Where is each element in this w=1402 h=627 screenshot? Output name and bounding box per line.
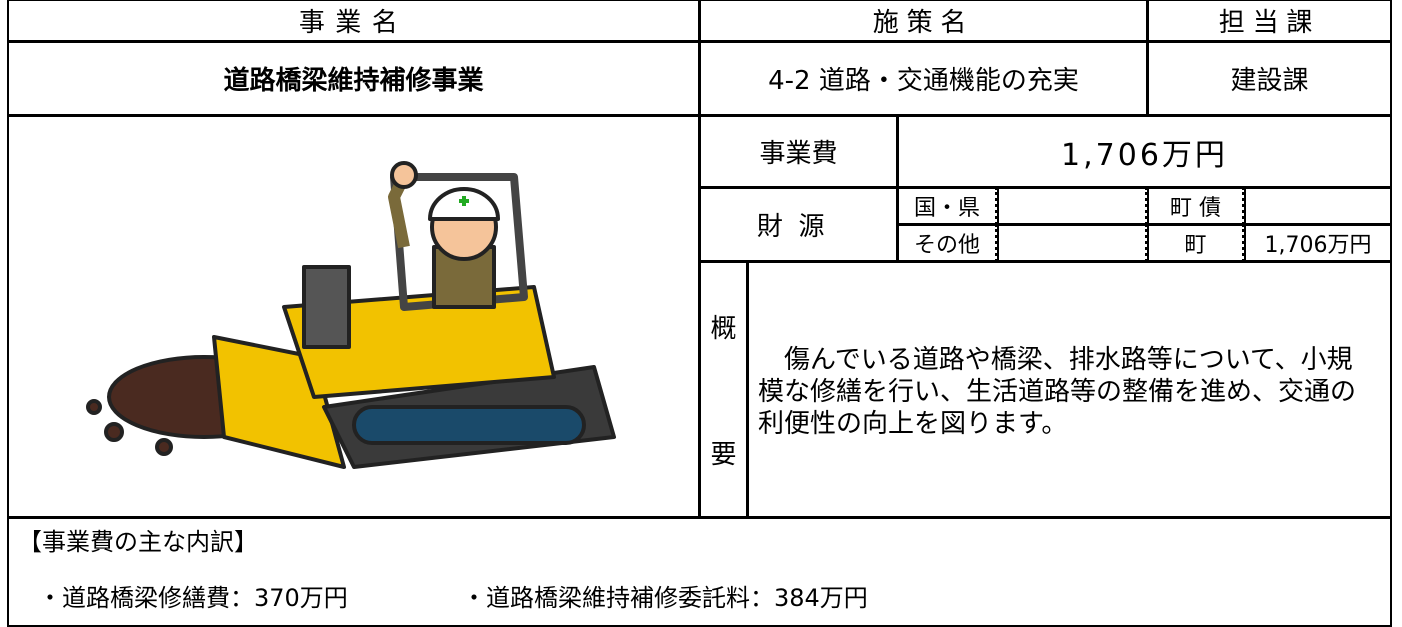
funding-amount: 1,706万円: [1244, 224, 1392, 262]
summary-label: 要: [710, 440, 737, 471]
funding-source: 国・県: [897, 187, 998, 225]
header-project: 事業名: [7, 0, 700, 42]
bulldozer-illustration: [85, 160, 616, 469]
summary-label: 概: [710, 313, 737, 344]
section-name: 建設課: [1147, 41, 1392, 116]
summary-text: 傷んでいる道路や橋梁、排水路等について、小規模な修繕を行い、生活道路等の整備を進…: [758, 345, 1357, 439]
funding-amount: [1244, 187, 1392, 225]
breakdown-title: 【事業費の主な内訳】: [18, 528, 258, 556]
picture-cell: [7, 115, 700, 518]
funding-label: 財源: [699, 187, 898, 262]
policy-name: 4-2 道路・交通機能の充実: [699, 41, 1148, 116]
header-section: 担当課: [1147, 0, 1392, 42]
header-policy: 施策名: [699, 0, 1148, 42]
breakdown-item: ・道路橋梁修繕費：370万円: [38, 584, 348, 612]
funding-source: 町 債: [1147, 187, 1245, 225]
cost-label: 事業費: [699, 115, 898, 188]
funding-source: 町: [1147, 224, 1245, 262]
project-name: 道路橋梁維持補修事業: [7, 41, 700, 116]
funding-amount: [997, 187, 1148, 225]
funding-amount: [997, 224, 1148, 262]
cost-value: 1,706万円: [897, 115, 1392, 188]
funding-source: その他: [897, 224, 998, 262]
summary-label-cell: 概 要: [699, 261, 748, 518]
breakdown-item: ・道路橋梁維持補修委託料：384万円: [462, 584, 868, 612]
